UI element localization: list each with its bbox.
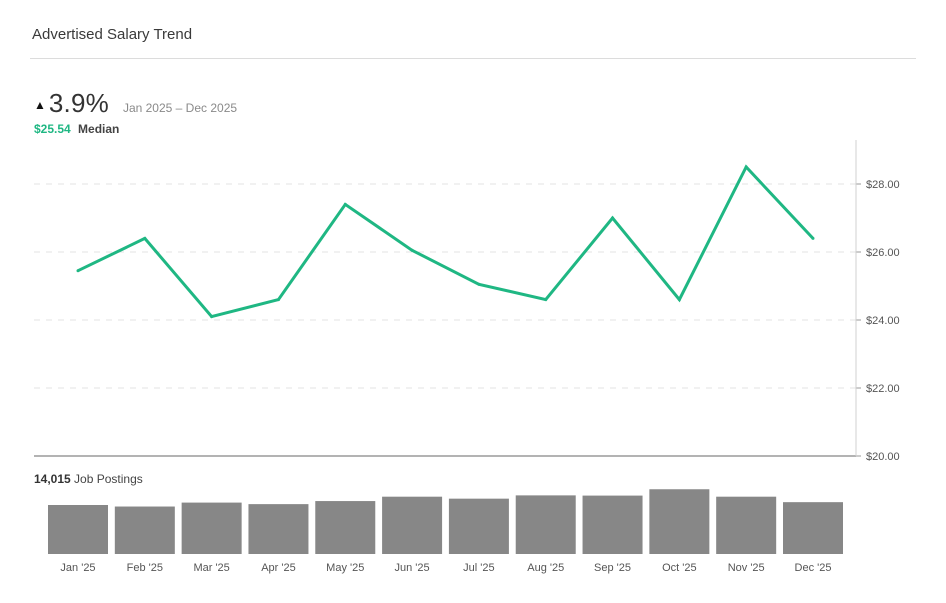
kpi-row: ▲ 3.9% Jan 2025 – Dec 2025 xyxy=(34,88,237,119)
x-tick-label: Jan '25 xyxy=(60,562,95,574)
x-tick-label: Nov '25 xyxy=(728,562,765,574)
postings-bar xyxy=(315,501,376,554)
up-arrow-icon: ▲ xyxy=(34,98,46,112)
job-postings-text: Job Postings xyxy=(74,472,143,486)
postings-bar xyxy=(248,504,309,554)
percent-change: 3.9% xyxy=(48,88,109,118)
salary-series-line xyxy=(77,164,815,319)
postings-bar xyxy=(181,502,242,554)
postings-bar xyxy=(582,495,643,554)
postings-bar xyxy=(783,502,843,554)
x-tick-label: Jun '25 xyxy=(395,562,430,574)
salary-point xyxy=(343,202,347,206)
x-tick-label: Apr '25 xyxy=(261,562,296,574)
y-tick-label: $26.00 xyxy=(866,247,900,259)
y-tick-label: $28.00 xyxy=(866,179,900,191)
salary-point xyxy=(544,298,548,302)
salary-point xyxy=(143,236,147,240)
salary-point xyxy=(811,236,815,240)
x-tick-label: Aug '25 xyxy=(527,562,564,574)
job-postings-count: 14,015 xyxy=(34,472,71,486)
card-title: Advertised Salary Trend xyxy=(32,26,193,43)
salary-point xyxy=(76,269,80,273)
salary-point xyxy=(410,248,414,252)
x-tick-label: Feb '25 xyxy=(127,562,163,574)
x-tick-label: Jul '25 xyxy=(463,562,494,574)
median-value: $25.54 xyxy=(34,122,71,136)
title-divider xyxy=(30,58,916,59)
x-tick-label: Oct '25 xyxy=(662,562,697,574)
postings-bar xyxy=(114,506,175,554)
salary-point xyxy=(210,315,214,319)
date-range: Jan 2025 – Dec 2025 xyxy=(122,101,238,115)
salary-point xyxy=(677,298,681,302)
postings-bar xyxy=(649,489,710,554)
salary-point xyxy=(611,216,615,220)
salary-point xyxy=(477,282,481,286)
postings-bar xyxy=(382,496,443,554)
salary-point xyxy=(276,298,280,302)
salary-point xyxy=(744,165,748,169)
x-tick-label: Sep '25 xyxy=(594,562,631,574)
postings-bar xyxy=(448,498,509,554)
x-tick-label: May '25 xyxy=(326,562,364,574)
median-label: Median xyxy=(78,122,120,136)
postings-bar xyxy=(48,505,108,554)
y-tick-label: $22.00 xyxy=(866,383,900,395)
y-tick-label: $24.00 xyxy=(866,315,900,327)
x-tick-label: Dec '25 xyxy=(795,562,832,574)
x-tick-label: Mar '25 xyxy=(193,562,229,574)
median-row: $25.54 Median xyxy=(34,122,119,136)
y-tick-label: $20.00 xyxy=(866,451,900,463)
postings-bar xyxy=(515,495,576,554)
postings-bar xyxy=(716,496,777,554)
job-postings-label: 14,015 Job Postings xyxy=(34,472,143,486)
